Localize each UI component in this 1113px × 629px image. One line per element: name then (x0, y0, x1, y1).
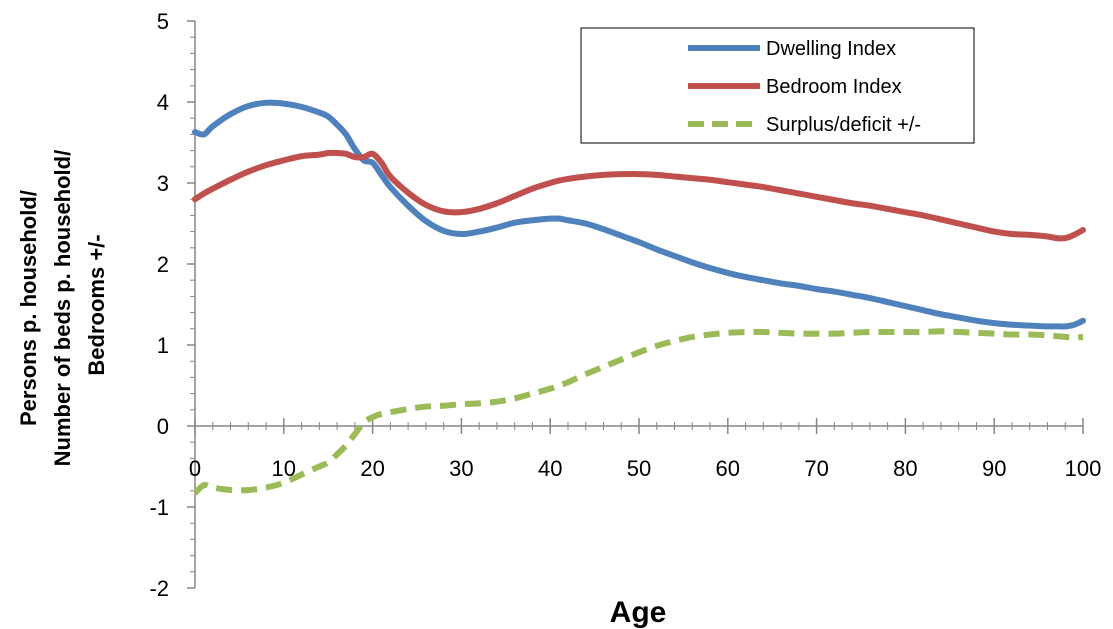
y-tick-label: 1 (157, 333, 169, 358)
x-tick-label: 40 (538, 456, 562, 481)
legend-label-surplus-deficit: Surplus/deficit +/- (766, 114, 921, 136)
y-tick-label: -2 (149, 576, 169, 601)
y-axis-title-line-1: Persons p. household/ (16, 190, 41, 426)
plot-lines (192, 99, 1086, 496)
y-tick-label: 3 (157, 171, 169, 196)
y-tick-label: 5 (157, 9, 169, 34)
y-tick-label: -1 (149, 495, 169, 520)
series-line-dwelling-index (192, 99, 1086, 330)
legend-box (580, 27, 975, 144)
y-tick-label: 4 (157, 90, 169, 115)
y-tick-label: 0 (157, 414, 169, 439)
y-tick-label: 2 (157, 252, 169, 277)
legend: Dwelling Index Bedroom Index Surplus/def… (580, 27, 975, 144)
x-tick-label: 80 (893, 456, 917, 481)
x-tick-label: 0 (189, 456, 201, 481)
series-line-bedroom-index (192, 149, 1086, 242)
y-axis-title: Persons p. household/ Number of beds p. … (16, 144, 109, 467)
series-line-surplus-deficit (192, 328, 1084, 496)
x-tick-label: 70 (804, 456, 828, 481)
y-axis-title-line-3: Bedrooms +/- (84, 234, 109, 375)
x-tick-label: 50 (627, 456, 651, 481)
legend-label-bedroom-index: Bedroom Index (766, 76, 902, 98)
x-tick-label: 20 (360, 456, 384, 481)
x-tick-label: 30 (449, 456, 473, 481)
y-axis-title-line-2: Number of beds p. household/ (50, 150, 75, 467)
x-tick-label: 60 (716, 456, 740, 481)
x-axis-title: Age (610, 596, 667, 629)
axes (187, 20, 1084, 589)
x-tick-label: 100 (1065, 456, 1102, 481)
x-tick-label: 90 (982, 456, 1006, 481)
legend-label-dwelling-index: Dwelling Index (766, 38, 896, 60)
x-tick-label: 10 (272, 456, 296, 481)
